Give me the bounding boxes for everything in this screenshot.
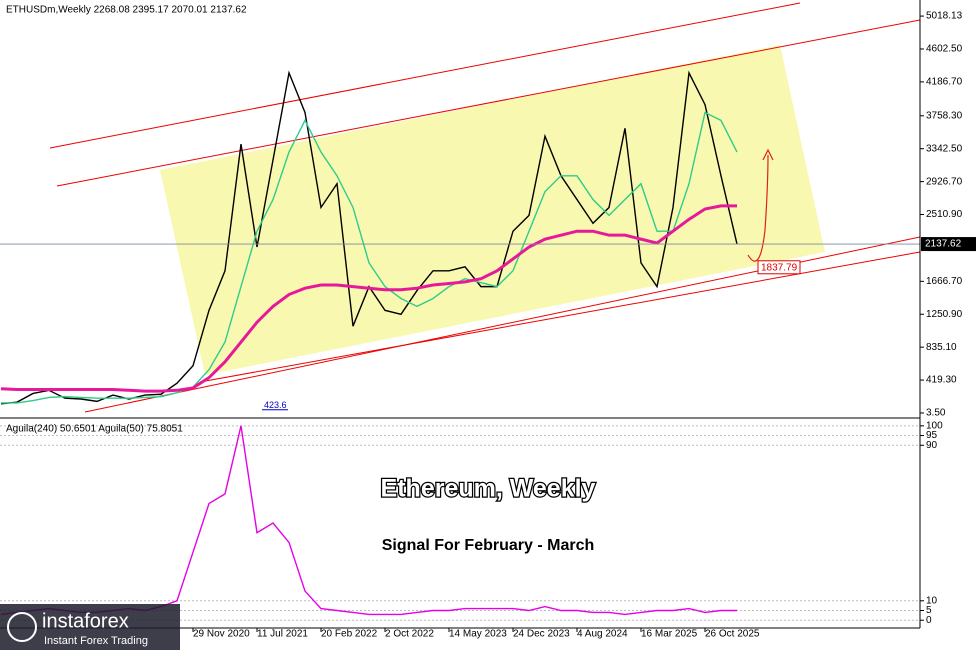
arrow-head [762, 148, 774, 161]
logo: instaforex Instant Forex Trading [0, 604, 180, 650]
x-tick-label: 29 Nov 2020 [193, 629, 250, 640]
indicator-header: Aguila(240) 50.6501 Aguila(50) 75.8051 [6, 424, 183, 435]
channel-zone [160, 45, 825, 375]
chart-header: ETHUSDm,Weekly 2268.08 2395.17 2070.01 2… [6, 5, 247, 16]
y-tick-label: 2926.70 [926, 176, 963, 187]
y-tick-label: 3342.50 [926, 143, 963, 154]
y-tick-label: 5 [926, 605, 932, 616]
series-line [0, 204, 737, 393]
y-tick-label: 4602.50 [926, 44, 963, 55]
x-tick-label: 26 Oct 2025 [705, 629, 760, 640]
series-line [1, 111, 738, 404]
annotation: 423.6 [264, 400, 287, 410]
y-tick-label: 419.30 [926, 375, 957, 386]
x-tick-label: 24 Dec 2023 [513, 629, 570, 640]
logo-tagline: Instant Forex Trading [44, 635, 148, 647]
channel-line [56, 19, 921, 187]
x-tick-label: 16 Mar 2025 [641, 629, 698, 640]
y-tick-label: 10 [926, 595, 938, 606]
y-tick-label: 0 [926, 615, 932, 626]
annotation: 1837.79 [761, 262, 798, 273]
y-tick-label: 90 [926, 440, 938, 451]
y-tick-label: 95 [926, 430, 938, 441]
y-tick-label: 100 [926, 420, 943, 431]
logo-name: instaforex [42, 610, 129, 632]
y-tick-label: 4186.70 [926, 77, 963, 88]
x-tick-label: 14 May 2023 [449, 629, 507, 640]
y-tick-label: 1666.70 [926, 276, 963, 287]
x-tick-label: 11 Jul 2021 [257, 629, 308, 640]
headline: Ethereum, Weekly [381, 475, 596, 503]
channel-line [49, 2, 801, 149]
logo-bg [0, 604, 180, 650]
logo-icon [7, 612, 37, 642]
x-tick-label: 2 Oct 2022 [385, 629, 434, 640]
price-label-bg [921, 237, 976, 252]
forecast-arrow [747, 154, 769, 262]
y-tick-label: 2510.90 [926, 209, 963, 220]
subtitle: Signal For February - March [382, 537, 594, 554]
y-tick-label: 5018.13 [926, 11, 963, 22]
y-tick-label: 3.50 [926, 408, 946, 419]
current-price-label: 2137.62 [925, 239, 962, 250]
x-tick-label: 20 Feb 2022 [321, 629, 378, 640]
x-tick-label: 4 Aug 2024 [577, 629, 628, 640]
annotation-box [757, 260, 801, 275]
y-tick-label: 3758.30 [926, 110, 963, 121]
y-tick-label: 1250.90 [926, 309, 963, 320]
y-tick-label: 835.10 [926, 342, 957, 353]
